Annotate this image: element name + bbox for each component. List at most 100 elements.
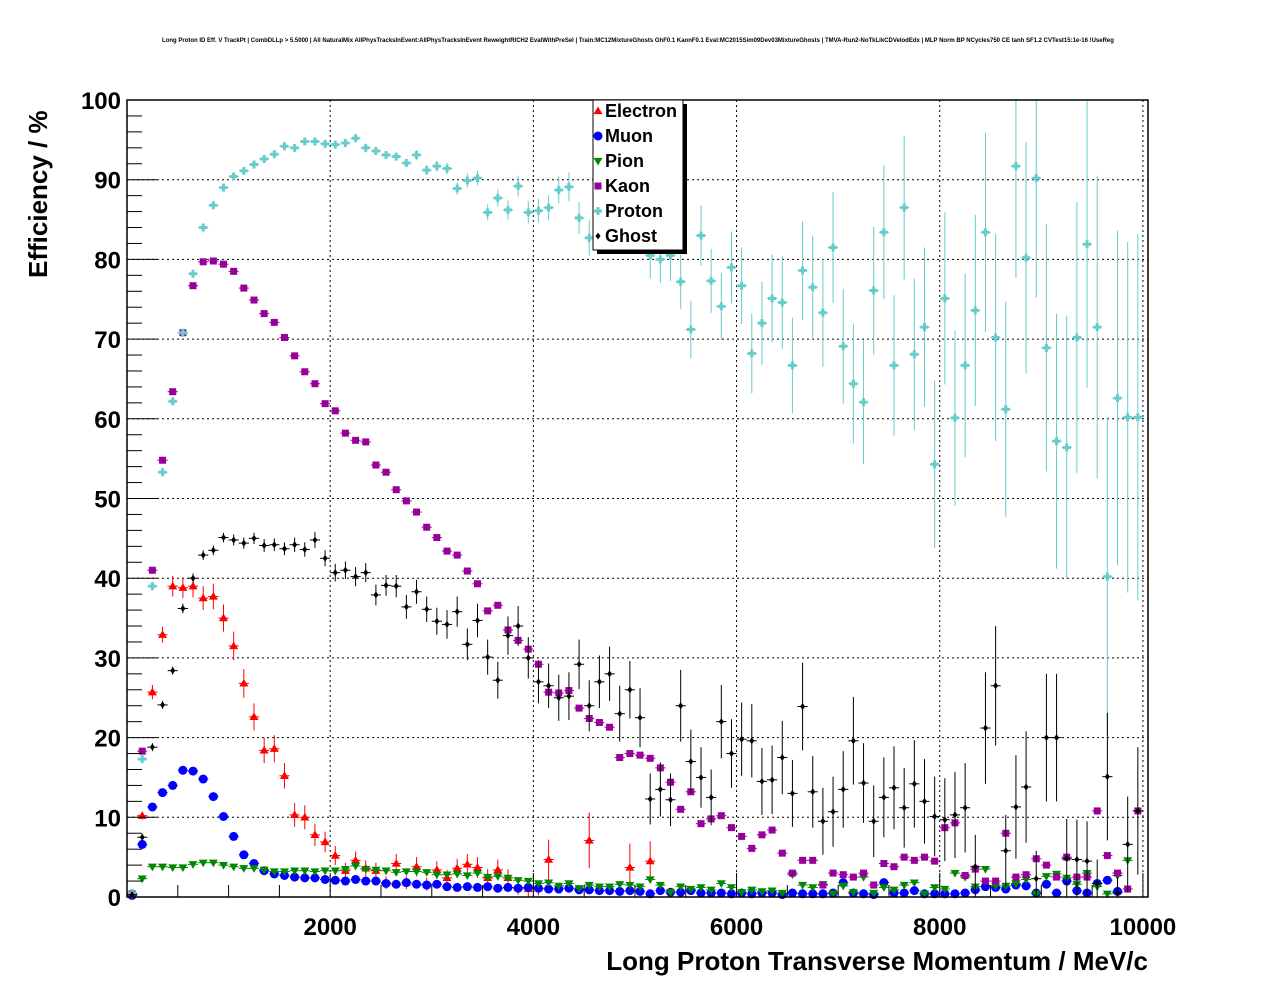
data-point-ghost	[271, 541, 277, 549]
data-point-pion	[919, 890, 929, 899]
data-point-ghost	[495, 676, 501, 684]
data-point-pion	[412, 868, 422, 876]
data-point-pion	[930, 884, 940, 892]
data-point-ghost	[596, 678, 602, 686]
data-point-muon	[391, 879, 401, 889]
data-point-kaon	[1042, 861, 1050, 869]
data-point-kaon	[311, 380, 319, 388]
data-point-muon	[168, 780, 178, 790]
data-point-proton	[249, 160, 258, 169]
data-point-pion	[147, 863, 157, 872]
data-point-ghost	[525, 654, 531, 662]
data-point-proton	[1133, 413, 1142, 422]
data-point-muon	[340, 876, 350, 886]
data-point-proton	[717, 302, 726, 311]
data-point-muon	[188, 766, 198, 776]
data-point-kaon	[280, 334, 288, 342]
data-point-kaon	[961, 871, 969, 879]
x-tick-label: 10000	[1110, 914, 1177, 941]
series-muon	[127, 765, 1123, 900]
data-point-ghost	[251, 534, 257, 542]
data-point-muon	[208, 792, 218, 802]
data-point-proton	[493, 194, 502, 203]
data-point-proton	[747, 349, 756, 358]
data-point-muon	[625, 886, 635, 896]
data-point-muon	[442, 882, 452, 892]
x-tick-label: 8000	[913, 914, 966, 941]
axes: 0 10 20 30 40 50 60 70 80 90 100 2000 4000 6000 8000 10…	[81, 88, 1176, 941]
data-point-ghost	[962, 804, 968, 812]
legend-label-ghost: Ghost	[605, 226, 657, 246]
y-axis-label: Efficiency / %	[23, 110, 53, 278]
data-point-ghost	[952, 811, 958, 819]
data-point-ghost	[474, 616, 480, 624]
data-point-proton	[788, 361, 797, 370]
data-point-kaon	[321, 400, 329, 408]
data-point-pion	[493, 873, 503, 881]
data-point-pion	[269, 868, 279, 876]
x-tick-label: 2000	[303, 914, 356, 941]
data-point-muon	[584, 885, 594, 895]
data-point-proton	[371, 147, 380, 156]
data-point-ghost	[1043, 734, 1049, 742]
data-point-pion	[1102, 890, 1112, 899]
data-point-pion	[980, 865, 990, 874]
data-point-pion	[137, 875, 147, 884]
data-point-pion	[472, 869, 482, 878]
data-point-proton	[341, 139, 350, 148]
data-point-proton	[189, 269, 198, 278]
data-point-ghost	[901, 804, 907, 812]
data-point-muon	[544, 884, 554, 894]
data-point-ghost	[1064, 855, 1070, 863]
legend-marker-kaon	[594, 182, 602, 190]
data-point-muon	[412, 879, 422, 889]
data-point-muon	[493, 883, 503, 893]
data-point-ghost	[1003, 847, 1009, 855]
data-point-kaon	[443, 547, 451, 555]
data-point-pion	[564, 880, 574, 888]
data-point-kaon	[839, 871, 847, 879]
data-point-proton	[1062, 443, 1071, 452]
data-point-electron	[320, 837, 330, 846]
data-point-proton	[564, 182, 573, 191]
data-point-ghost	[800, 703, 806, 711]
data-point-pion	[351, 862, 361, 871]
data-point-ghost	[170, 667, 176, 675]
data-point-pion	[899, 881, 909, 890]
data-point-pion	[442, 871, 452, 880]
data-point-kaon	[402, 497, 410, 505]
data-point-proton	[1083, 240, 1092, 249]
data-point-pion	[391, 869, 401, 877]
data-point-ghost	[363, 569, 369, 577]
data-point-kaon	[931, 857, 939, 865]
data-point-pion	[666, 889, 676, 897]
data-point-ghost	[891, 784, 897, 792]
data-point-proton	[453, 184, 462, 193]
data-point-kaon	[473, 580, 481, 588]
data-point-ghost	[657, 785, 663, 793]
data-point-kaon	[220, 260, 228, 268]
data-point-proton	[910, 350, 919, 359]
data-point-ghost	[200, 551, 206, 559]
data-point-muon	[716, 888, 726, 898]
legend: Electron Muon Pion Kaon Proton Ghost	[592, 99, 687, 254]
data-point-kaon	[677, 805, 685, 813]
legend-label-electron: Electron	[605, 101, 677, 121]
data-point-pion	[635, 883, 645, 892]
data-point-muon	[1052, 888, 1062, 898]
data-point-kaon	[788, 869, 796, 877]
data-point-electron	[147, 687, 157, 696]
data-point-muon	[818, 889, 828, 899]
data-point-muon	[330, 875, 340, 885]
data-point-ghost	[1074, 856, 1080, 864]
data-point-muon	[351, 874, 361, 884]
data-point-proton	[981, 228, 990, 237]
data-point-kaon	[494, 601, 502, 609]
data-point-ghost	[444, 620, 450, 628]
data-point-ghost	[464, 640, 470, 648]
data-point-pion	[737, 889, 747, 897]
data-point-muon	[401, 878, 411, 888]
data-point-electron	[391, 859, 401, 867]
data-point-ghost	[546, 682, 552, 690]
data-point-proton	[270, 150, 279, 159]
